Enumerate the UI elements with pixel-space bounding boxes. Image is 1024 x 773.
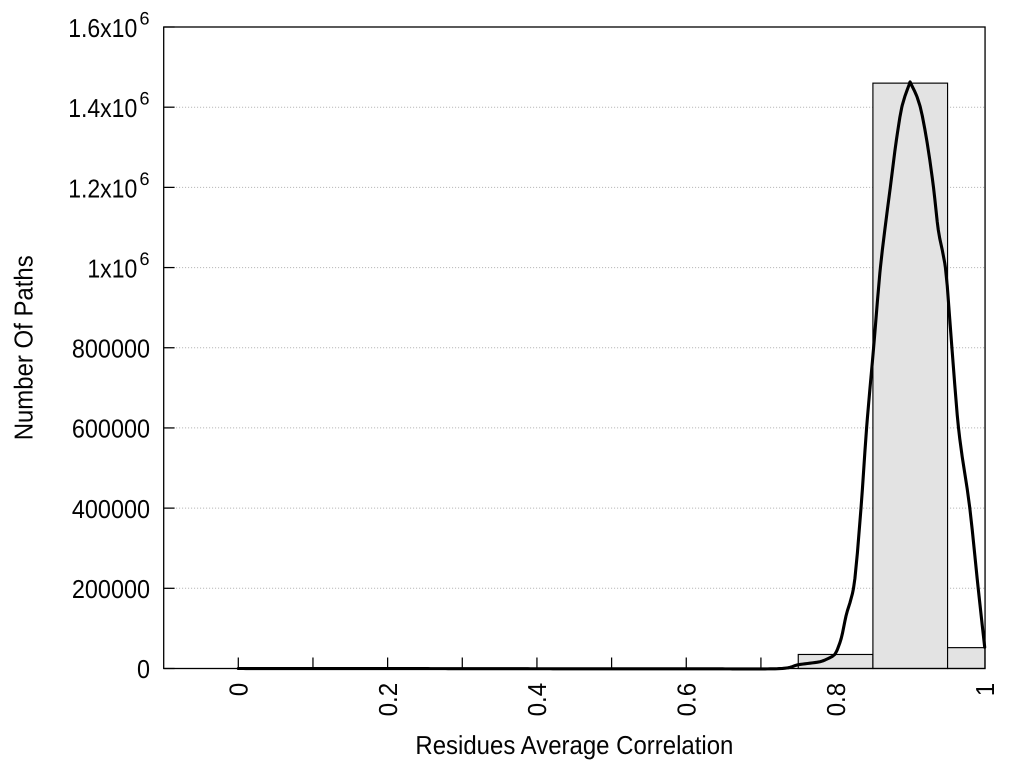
svg-text:0.4: 0.4 [522, 683, 552, 717]
svg-text:0: 0 [224, 683, 254, 697]
svg-text:1.4x10: 1.4x10 [68, 93, 137, 123]
svg-text:1.6x10: 1.6x10 [68, 13, 137, 43]
svg-text:200000: 200000 [72, 574, 150, 604]
svg-text:1.2x10: 1.2x10 [68, 173, 137, 203]
svg-text:600000: 600000 [72, 414, 150, 444]
svg-text:0.2: 0.2 [373, 683, 403, 717]
svg-text:6: 6 [140, 89, 150, 109]
svg-text:800000: 800000 [72, 333, 150, 363]
svg-text:0.6: 0.6 [672, 683, 702, 717]
svg-text:0: 0 [137, 654, 150, 684]
svg-text:6: 6 [140, 169, 150, 189]
svg-text:1x10: 1x10 [87, 254, 137, 284]
svg-text:6: 6 [140, 9, 150, 29]
svg-text:Residues Average Correlation: Residues Average Correlation [415, 730, 733, 760]
svg-text:0.8: 0.8 [821, 683, 851, 717]
svg-text:1: 1 [970, 683, 1000, 697]
svg-text:6: 6 [140, 249, 150, 269]
svg-text:400000: 400000 [72, 494, 150, 524]
svg-text:Number Of Paths: Number Of Paths [8, 255, 38, 440]
